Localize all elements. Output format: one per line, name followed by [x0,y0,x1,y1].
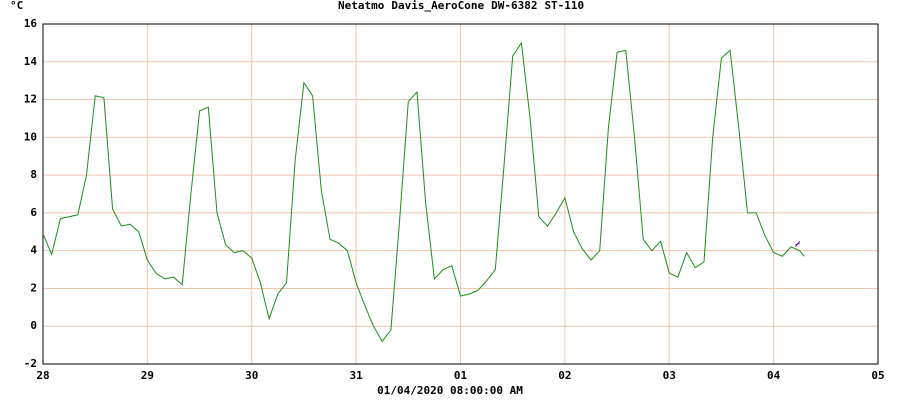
plot-border [42,23,879,365]
x-tick-label: 31 [350,369,364,382]
x-tick-label: 30 [245,369,258,382]
y-tick-label: 16 [24,17,38,30]
y-unit: °C [10,0,23,12]
x-tick-label: 04 [767,369,781,382]
x-tick-label: 01 [454,369,468,382]
y-tick-label: 2 [30,281,37,294]
legend-entry: Netatmo [338,0,385,12]
y-tick-label: 14 [24,55,38,68]
x-tick-label: 03 [663,369,676,382]
y-tick-label: 12 [24,93,37,106]
x-tick-label: 02 [558,369,571,382]
series-line [795,240,801,248]
y-tick-label: 4 [30,244,37,257]
y-tick-label: 0 [30,319,37,332]
x-tick-label: 29 [141,369,154,382]
y-tick-label: -2 [24,357,37,370]
legend-entry: Davis_AeroCone [391,0,484,12]
x-tick-label: 05 [871,369,884,382]
legend-entry: DW-6382 [491,0,537,12]
y-tick-label: 6 [30,206,37,219]
x-axis-label: 01/04/2020 08:00:00 AM [377,384,523,397]
legend-entry: ST-110 [544,0,584,12]
y-tick-label: 10 [24,130,37,143]
series-line [42,41,805,343]
x-tick-label: 28 [36,369,49,382]
y-tick-label: 8 [30,168,37,181]
